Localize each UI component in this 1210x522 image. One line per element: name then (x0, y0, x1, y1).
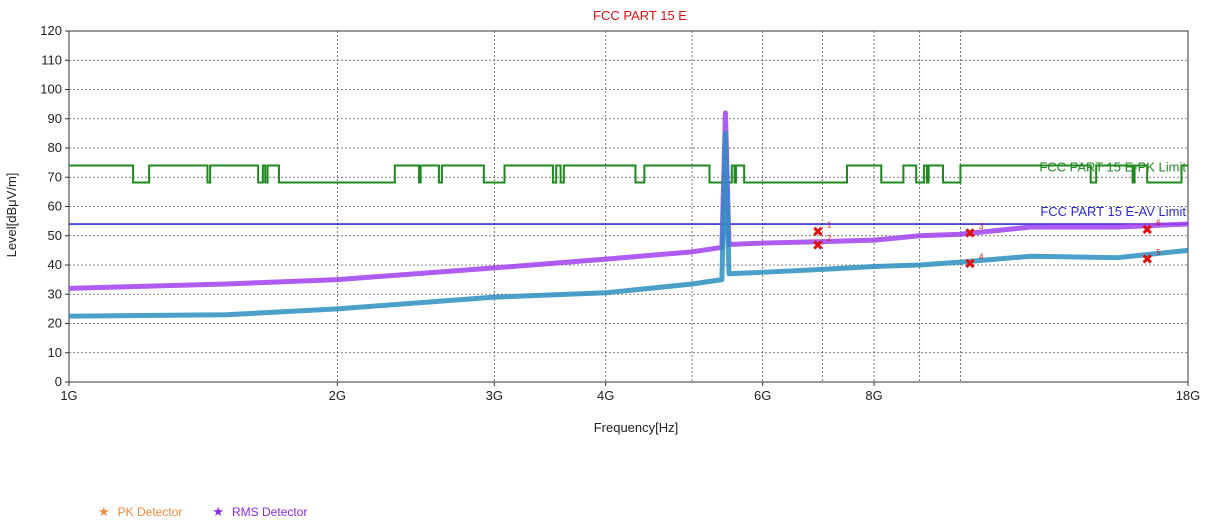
y-tick-label: 90 (48, 111, 62, 126)
y-tick-label: 0 (55, 374, 62, 389)
chart-title: FCC PART 15 E (593, 8, 687, 23)
marker-label: 3 (979, 222, 984, 231)
marker-x-icon: ✖ (964, 257, 976, 273)
y-tick-label: 30 (48, 286, 62, 301)
y-axis-title: Level[dBμV/m] (4, 173, 19, 258)
marker-label: 2 (827, 234, 832, 243)
rms-detector-trace (68, 130, 1189, 319)
star-icon: ★ (98, 504, 110, 519)
legend-item-pk: ★ PK Detector (98, 504, 182, 520)
x-tick-label: 1G (60, 388, 77, 403)
marker-label: 1 (827, 220, 832, 229)
x-axis-title: Frequency[Hz] (594, 420, 679, 435)
y-tick-label: 60 (48, 199, 62, 214)
x-tick-label: 4G (597, 388, 614, 403)
pk-limit-label: FCC PART 15 E-PK Limit (1039, 159, 1186, 174)
y-tick-label: 50 (48, 228, 62, 243)
star-icon: ★ (212, 504, 225, 519)
marker-x-icon: ✖ (812, 238, 824, 254)
y-tick-label: 10 (48, 345, 62, 360)
av-limit-label: FCC PART 15 E-AV Limit (1040, 204, 1186, 219)
marker-x-icon: ✖ (1141, 252, 1153, 268)
y-tick-label: 40 (48, 257, 62, 272)
legend-item-rms: ★ RMS Detector (212, 504, 307, 520)
y-tick-label: 120 (40, 23, 62, 38)
marker-x-icon: ✖ (1141, 222, 1153, 238)
y-tick-label: 80 (48, 140, 62, 155)
y-tick-label: 110 (41, 52, 62, 67)
pk-limit-line (69, 164, 1188, 184)
x-tick-label: 3G (486, 388, 503, 403)
marker-x-icon: ✖ (964, 226, 976, 242)
y-tick-label: 100 (40, 82, 62, 97)
x-tick-label: 8G (865, 388, 882, 403)
marker-label: 4 (979, 253, 984, 262)
plot-area (68, 30, 1189, 383)
y-tick-label: 20 (48, 316, 62, 331)
x-tick-label: 2G (329, 388, 346, 403)
legend-label: RMS Detector (232, 505, 308, 519)
x-tick-label: 18G (1176, 388, 1201, 403)
marker-label: 5 (1156, 248, 1161, 257)
x-tick-label: 6G (754, 388, 771, 403)
legend-label: PK Detector (117, 505, 183, 519)
y-tick-label: 70 (48, 169, 62, 184)
marker-label: 6 (1156, 218, 1161, 227)
chart-legend: ★ PK Detector ★ RMS Detector (98, 504, 307, 520)
marker-x-icon: ✖ (812, 224, 824, 240)
